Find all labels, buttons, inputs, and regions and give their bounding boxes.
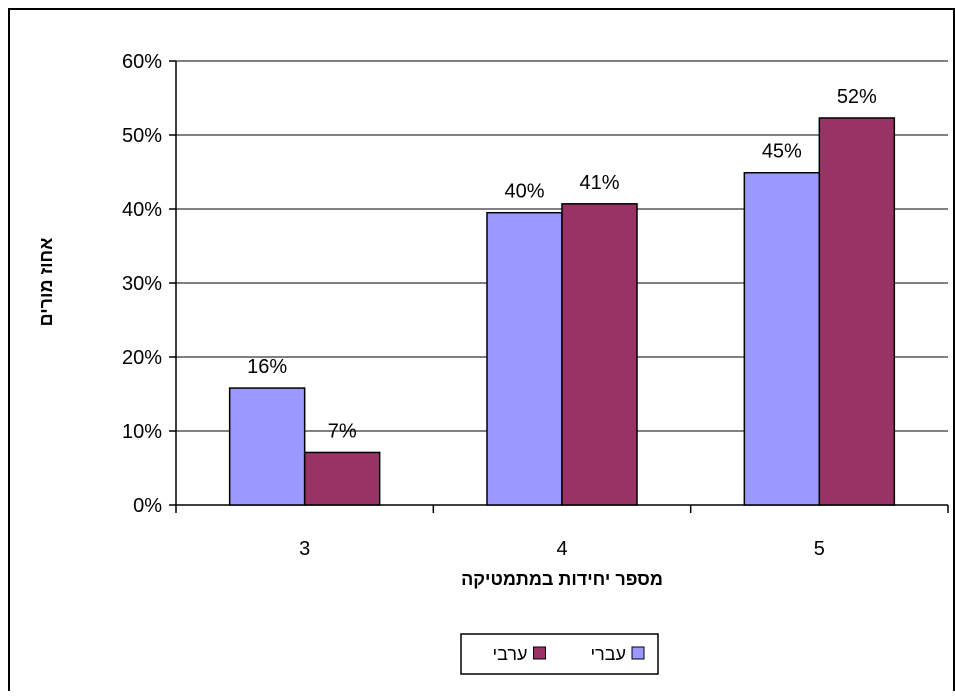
bar xyxy=(743,171,821,506)
legend-label: ערבי xyxy=(493,644,528,664)
legend-label: עברי xyxy=(590,644,626,664)
y-tick-label: 30% xyxy=(122,273,162,295)
y-tick-label: 10% xyxy=(122,421,162,443)
x-tick-label: 3 xyxy=(299,538,310,560)
legend-swatch xyxy=(631,646,645,660)
y-tick-label: 60% xyxy=(122,51,162,73)
x-axis-title: מספר יחידות במתמטיקה xyxy=(461,569,663,589)
bar xyxy=(561,203,638,506)
x-tick-label: 4 xyxy=(556,538,567,560)
data-label: 45% xyxy=(762,141,802,163)
data-label: 40% xyxy=(504,181,544,203)
x-tick-label: 5 xyxy=(814,538,825,560)
legend-swatch xyxy=(533,646,546,660)
data-label: 16% xyxy=(247,356,287,378)
legend-box xyxy=(460,633,659,675)
bar xyxy=(303,451,381,506)
data-label: 7% xyxy=(328,420,357,442)
bar xyxy=(818,117,896,506)
bar xyxy=(228,387,306,506)
data-label: 52% xyxy=(837,86,877,108)
y-tick-label: 0% xyxy=(133,495,162,517)
y-tick-label: 20% xyxy=(122,347,162,369)
y-tick-label: 40% xyxy=(122,199,162,221)
bar xyxy=(486,211,563,506)
y-tick-label: 50% xyxy=(122,125,162,147)
data-label: 41% xyxy=(579,172,619,194)
y-axis-title: אחוז מורים xyxy=(36,238,56,327)
